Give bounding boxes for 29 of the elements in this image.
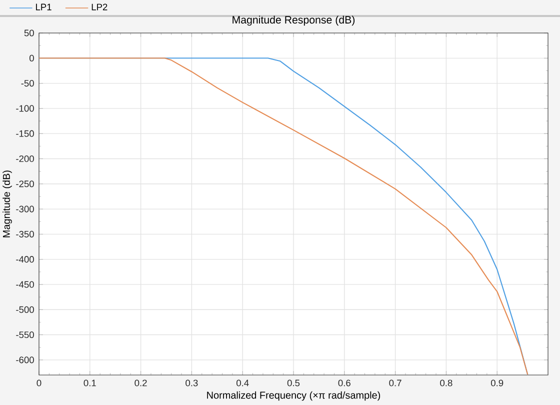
x-tick-label: 0.1 [84,380,96,386]
x-tick-label: 0 [36,380,42,386]
y-tick-label: -50 [21,80,34,87]
y-tick-label: -250 [16,180,34,188]
chart-title: Magnitude Response (dB) [232,16,355,26]
y-axis-title: Magnitude (dB) [2,170,12,238]
y-tick-label: -600 [16,356,34,364]
y-tick-label: -350 [16,230,34,238]
x-tick-label: 0.5 [287,380,300,386]
y-tick-label: -450 [16,281,34,288]
x-axis-title: Normalized Frequency (×π rad/sample) [207,391,380,401]
y-tick-label: 0 [29,54,34,62]
y-tick-label: -200 [16,155,34,162]
x-tick-label: 0.8 [440,380,452,386]
x-tick-label: 0.7 [389,380,402,386]
y-tick-label: 50 [24,30,34,36]
x-tick-label: 0.3 [186,380,198,386]
legend-label: LP1 [36,4,52,10]
y-tick-label: -100 [16,105,34,112]
x-tick-label: 0.9 [490,380,504,386]
legend-label: LP2 [92,4,108,10]
y-tick-label: -550 [16,331,34,338]
x-tick-label: 0.4 [236,380,249,386]
y-tick-label: -400 [16,256,34,263]
y-tick-label: -150 [16,130,34,137]
x-tick-label: 0.2 [134,380,147,386]
x-tick-label: 0.6 [338,380,350,386]
y-tick-label: -500 [16,306,34,313]
y-tick-label: -300 [16,206,34,212]
